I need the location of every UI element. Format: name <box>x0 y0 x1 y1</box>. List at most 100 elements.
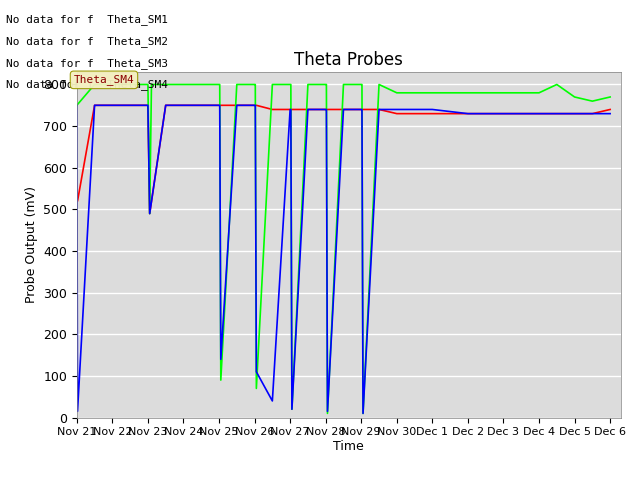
Theta_P3 <box>375 107 383 112</box>
Theta_P2 <box>322 82 330 87</box>
Theta_P3 <box>358 107 366 112</box>
Theta_P1 <box>359 107 367 112</box>
Theta_P3 <box>535 111 543 117</box>
Theta_P2 <box>357 82 365 87</box>
Theta_P1 <box>269 107 276 112</box>
Theta_P3 <box>197 102 205 108</box>
Theta_P3 <box>91 102 99 108</box>
Theta_P3 <box>73 102 81 108</box>
Theta_P2 <box>73 102 81 108</box>
Theta_P2 <box>324 410 332 416</box>
Theta_P2 <box>146 211 154 216</box>
Theta_P2 <box>606 94 614 100</box>
Theta_P1 <box>144 102 152 108</box>
Theta_P2 <box>553 82 561 87</box>
Theta_P1 <box>304 107 312 112</box>
Theta_P3 <box>429 107 436 112</box>
Theta_P2 <box>589 98 596 104</box>
Theta_P1 <box>357 107 365 112</box>
Theta_P2 <box>288 407 296 412</box>
Theta_P2 <box>375 82 383 87</box>
Theta_P3 <box>269 398 276 404</box>
Theta_P2 <box>252 82 259 87</box>
Theta_P1 <box>109 102 116 108</box>
Theta_P1 <box>217 102 225 108</box>
Theta_P3 <box>304 107 312 112</box>
Text: Theta_SM4: Theta_SM4 <box>74 74 134 85</box>
Theta_P2 <box>251 82 259 87</box>
Theta_P3 <box>571 111 579 117</box>
Theta_P3 <box>162 102 170 108</box>
Title: Theta Probes: Theta Probes <box>294 51 403 69</box>
Theta_P3 <box>324 408 332 414</box>
Theta_P3 <box>109 102 116 108</box>
Theta_P3 <box>359 410 367 416</box>
Theta_P3 <box>606 111 614 117</box>
Theta_P1 <box>288 107 296 112</box>
Theta_P3 <box>217 357 225 362</box>
Theta_P2 <box>359 410 367 416</box>
Legend: Theta_P1, Theta_P2, Theta_P3: Theta_P1, Theta_P2, Theta_P3 <box>186 479 511 480</box>
Theta_P2 <box>148 82 156 87</box>
Theta_P1 <box>464 111 472 117</box>
Theta_P3 <box>251 102 259 108</box>
Theta_P2 <box>91 82 99 87</box>
Theta_P2 <box>393 90 401 96</box>
Theta_P3 <box>252 102 259 108</box>
Theta_P2 <box>340 82 348 87</box>
Theta_P2 <box>233 82 241 87</box>
Theta_P3 <box>500 111 508 117</box>
Theta_P2 <box>109 82 116 87</box>
Text: No data for f  Theta_SM3: No data for f Theta_SM3 <box>6 58 168 69</box>
Theta_P2 <box>464 90 472 96</box>
Theta_P2 <box>216 82 223 87</box>
Text: No data for f  Theta_SM2: No data for f Theta_SM2 <box>6 36 168 47</box>
Theta_P2 <box>500 90 508 96</box>
Theta_P1 <box>251 102 259 108</box>
Theta_P2 <box>571 94 579 100</box>
Theta_P3 <box>215 102 223 108</box>
Theta_P1 <box>162 102 170 108</box>
Theta_P2 <box>215 82 223 87</box>
Theta_P3 <box>253 369 260 375</box>
Theta_P1 <box>233 102 241 108</box>
Theta_P3 <box>464 111 472 117</box>
Theta_P1 <box>571 111 579 117</box>
Theta_P1 <box>589 111 596 117</box>
Theta_P1 <box>340 107 348 112</box>
Theta_P1 <box>535 111 543 117</box>
Theta_P2 <box>287 82 294 87</box>
Theta_P2 <box>323 82 330 87</box>
Theta_P3 <box>216 102 223 108</box>
Theta_P1 <box>73 198 81 204</box>
Theta_P3 <box>323 107 330 112</box>
Theta_P1 <box>393 111 401 117</box>
Theta_P2 <box>144 82 152 87</box>
Theta_P3 <box>180 102 188 108</box>
Text: No data for f  Theta_SM1: No data for f Theta_SM1 <box>6 14 168 25</box>
Theta_P3 <box>286 107 294 112</box>
Theta_P2 <box>269 82 276 87</box>
Theta_P3 <box>233 102 241 108</box>
Text: No data for f  Theta_SM4: No data for f Theta_SM4 <box>6 79 168 90</box>
Theta_P2 <box>217 377 225 383</box>
Line: Theta_P1: Theta_P1 <box>77 105 610 214</box>
Theta_P1 <box>253 102 260 108</box>
Theta_P3 <box>126 102 134 108</box>
Theta_P1 <box>553 111 561 117</box>
Theta_P2 <box>535 90 543 96</box>
Theta_P1 <box>197 102 205 108</box>
Line: Theta_P3: Theta_P3 <box>77 105 610 413</box>
Theta_P1 <box>215 102 223 108</box>
Y-axis label: Probe Output (mV): Probe Output (mV) <box>24 186 38 303</box>
Theta_P1 <box>322 107 330 112</box>
Theta_P3 <box>144 102 152 108</box>
Theta_P3 <box>340 107 348 112</box>
Theta_P2 <box>429 90 436 96</box>
Theta_P1 <box>180 102 188 108</box>
Theta_P3 <box>322 107 330 112</box>
Theta_P3 <box>146 211 154 216</box>
Theta_P1 <box>324 107 332 112</box>
Theta_P2 <box>304 82 312 87</box>
Theta_P2 <box>197 82 205 87</box>
